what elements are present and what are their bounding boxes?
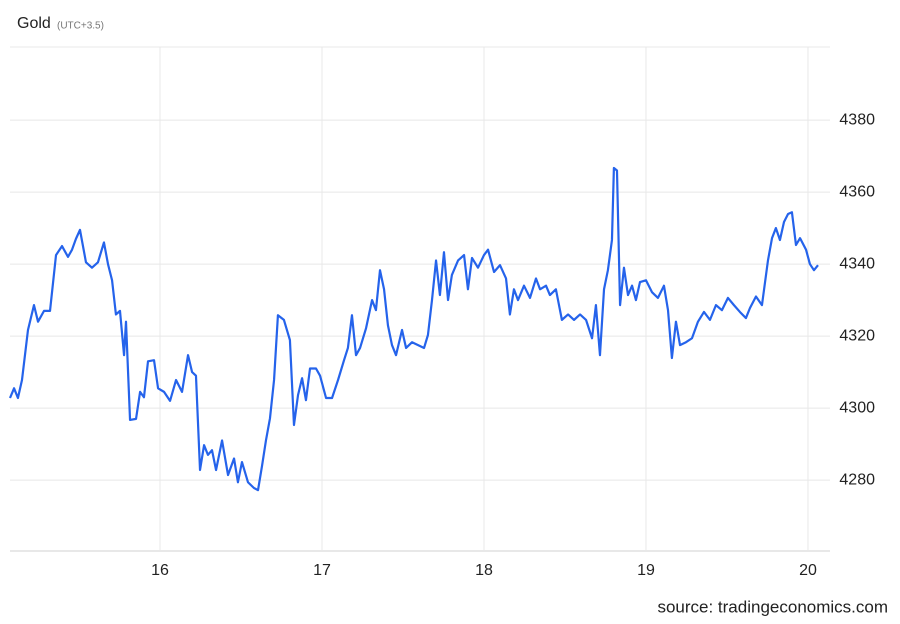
x-tick-label: 16 (151, 562, 169, 579)
y-tick-label: 4380 (839, 111, 875, 128)
source-note: source: tradingeconomics.com (657, 597, 888, 616)
y-tick-label: 4280 (839, 471, 875, 488)
chart-title: Gold (17, 15, 51, 32)
price-line (8, 166, 819, 492)
y-tick-label: 4300 (839, 399, 875, 416)
y-tick-label: 4320 (839, 327, 875, 344)
x-tick-label: 17 (313, 562, 331, 579)
x-tick-label: 20 (799, 562, 817, 579)
y-tick-label: 4360 (839, 183, 875, 200)
y-tick-label: 4340 (839, 255, 875, 272)
x-tick-label: 18 (475, 562, 493, 579)
chart-subtitle: (UTC+3.5) (57, 21, 104, 32)
x-tick-label: 19 (637, 562, 655, 579)
